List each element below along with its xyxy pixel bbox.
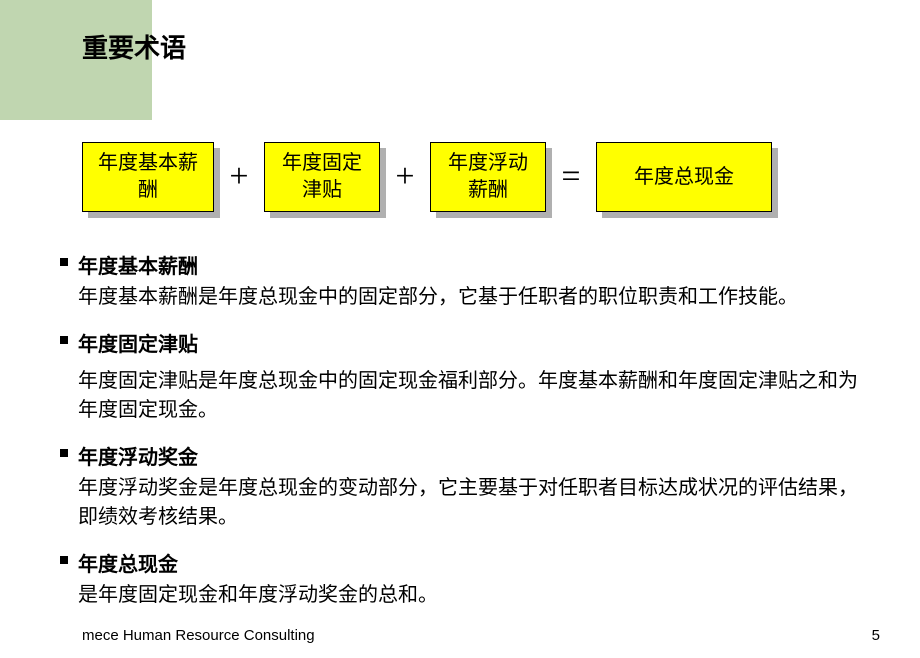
definition-body: 是年度固定现金和年度浮动奖金的总和。	[78, 581, 860, 610]
eq-box-label: 年度总现金	[596, 142, 772, 212]
definition-item: 年度总现金 是年度固定现金和年度浮动奖金的总和。	[60, 548, 860, 610]
equation-row: 年度基本薪 酬 + 年度固定 津贴 + 年度浮动 薪酬 = 年度总现金	[82, 142, 860, 212]
page-number: 5	[872, 627, 880, 644]
definition-term: 年度浮动奖金	[78, 441, 198, 470]
definition-body: 年度固定津贴是年度总现金中的固定现金福利部分。年度基本薪酬和年度固定津贴之和为年…	[78, 367, 860, 425]
bullet-icon	[60, 258, 68, 266]
definition-head: 年度总现金	[60, 548, 860, 577]
eq-operator-3: =	[546, 158, 596, 196]
bullet-icon	[60, 449, 68, 457]
eq-box-label: 年度固定 津贴	[264, 142, 380, 212]
definition-item: 年度浮动奖金 年度浮动奖金是年度总现金的变动部分，它主要基于对任职者目标达成状况…	[60, 441, 860, 532]
definition-term: 年度固定津贴	[78, 328, 198, 357]
definitions-list: 年度基本薪酬 年度基本薪酬是年度总现金中的固定部分，它基于任职者的职位职责和工作…	[60, 250, 860, 626]
slide-footer: mece Human Resource Consulting 5	[82, 627, 880, 644]
eq-box-label: 年度浮动 薪酬	[430, 142, 546, 212]
definition-body: 年度浮动奖金是年度总现金的变动部分，它主要基于对任职者目标达成状况的评估结果，即…	[78, 474, 860, 532]
definition-head: 年度固定津贴	[60, 328, 860, 357]
definition-head: 年度基本薪酬	[60, 250, 860, 279]
eq-operator-2: +	[380, 158, 430, 196]
eq-box-1: 年度基本薪 酬	[82, 142, 214, 212]
slide-title: 重要术语	[82, 28, 186, 65]
eq-box-3: 年度浮动 薪酬	[430, 142, 546, 212]
definition-body: 年度基本薪酬是年度总现金中的固定部分，它基于任职者的职位职责和工作技能。	[78, 283, 860, 312]
definition-head: 年度浮动奖金	[60, 441, 860, 470]
definition-item: 年度固定津贴 年度固定津贴是年度总现金中的固定现金福利部分。年度基本薪酬和年度固…	[60, 328, 860, 425]
eq-box-2: 年度固定 津贴	[264, 142, 380, 212]
bullet-icon	[60, 336, 68, 344]
definition-term: 年度总现金	[78, 548, 178, 577]
footer-left-text: mece Human Resource Consulting	[82, 627, 315, 644]
eq-box-label: 年度基本薪 酬	[82, 142, 214, 212]
bullet-icon	[60, 556, 68, 564]
definition-term: 年度基本薪酬	[78, 250, 198, 279]
eq-box-4: 年度总现金	[596, 142, 772, 212]
definition-item: 年度基本薪酬 年度基本薪酬是年度总现金中的固定部分，它基于任职者的职位职责和工作…	[60, 250, 860, 312]
eq-operator-1: +	[214, 158, 264, 196]
